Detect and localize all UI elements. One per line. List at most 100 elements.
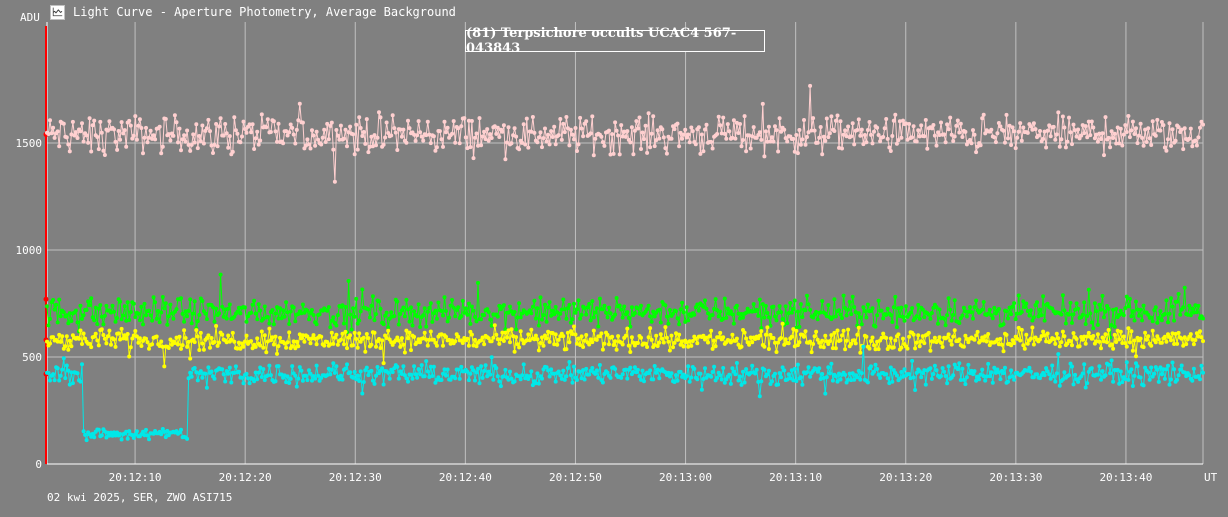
data-point	[884, 336, 889, 340]
data-point	[290, 364, 295, 369]
data-point	[899, 135, 904, 140]
data-point	[1181, 343, 1186, 348]
data-point	[465, 312, 470, 317]
data-point	[319, 142, 324, 147]
data-point	[546, 132, 551, 137]
data-point	[867, 346, 872, 351]
data-point	[875, 367, 880, 371]
data-point	[858, 133, 863, 138]
data-point	[165, 322, 170, 327]
data-point	[1179, 127, 1184, 132]
data-point	[1035, 300, 1039, 305]
data-point	[1047, 372, 1052, 377]
data-point	[407, 330, 412, 335]
data-point	[765, 139, 770, 144]
data-point	[1025, 368, 1030, 373]
data-point	[1182, 126, 1187, 131]
data-point	[95, 322, 100, 327]
data-point	[1060, 114, 1065, 119]
data-point	[351, 132, 356, 137]
data-point	[635, 341, 640, 345]
data-point	[261, 345, 266, 350]
data-point	[619, 307, 624, 312]
data-point	[795, 151, 800, 156]
data-point	[86, 140, 91, 145]
data-point	[748, 335, 753, 340]
data-point	[363, 349, 368, 354]
data-point	[61, 121, 66, 126]
data-point	[1196, 303, 1201, 308]
data-point	[901, 118, 905, 123]
data-point	[572, 301, 576, 306]
data-point	[820, 338, 825, 343]
data-point	[642, 379, 646, 384]
data-point	[678, 130, 683, 135]
data-point	[355, 345, 360, 350]
data-point	[78, 129, 83, 134]
data-point	[168, 138, 173, 143]
light-curve-app-icon[interactable]: 🗠	[50, 4, 65, 20]
data-point	[113, 433, 118, 438]
data-point	[349, 327, 354, 332]
data-point	[258, 138, 263, 143]
data-point	[444, 309, 448, 313]
data-point	[765, 311, 770, 315]
data-point	[340, 303, 345, 308]
data-point	[1141, 303, 1146, 308]
data-point	[474, 344, 479, 349]
data-point	[773, 314, 777, 319]
data-point	[200, 299, 205, 303]
data-point	[133, 114, 138, 119]
data-point	[986, 332, 991, 336]
data-point	[352, 330, 357, 335]
data-point	[978, 338, 983, 343]
data-point	[600, 140, 605, 145]
data-point	[238, 140, 243, 145]
data-point	[367, 144, 372, 149]
data-point	[884, 372, 889, 377]
data-point	[920, 334, 925, 339]
data-point	[1027, 313, 1032, 318]
data-point	[1038, 129, 1042, 133]
data-point	[1071, 312, 1076, 317]
data-point	[369, 342, 374, 347]
data-point	[313, 143, 318, 148]
data-point	[145, 340, 150, 345]
data-point	[725, 122, 730, 127]
data-point	[383, 135, 388, 140]
data-point	[1191, 310, 1196, 315]
data-point	[102, 336, 107, 341]
data-point	[392, 126, 397, 131]
data-point	[757, 394, 762, 399]
data-point	[619, 123, 624, 128]
data-point	[323, 140, 328, 144]
data-point	[483, 137, 488, 142]
data-point	[952, 328, 957, 333]
data-point	[570, 317, 575, 322]
data-point	[873, 347, 878, 352]
data-point	[1068, 339, 1073, 344]
data-point	[543, 126, 547, 131]
data-point	[635, 306, 640, 311]
data-point	[137, 336, 142, 341]
data-point	[1146, 370, 1151, 375]
data-point	[562, 130, 567, 135]
data-point	[1118, 308, 1123, 313]
data-point	[514, 335, 519, 340]
data-point	[1012, 301, 1017, 306]
data-point	[579, 312, 584, 317]
data-point	[666, 339, 671, 344]
data-point	[546, 329, 551, 334]
data-point	[346, 130, 351, 135]
data-point	[1194, 143, 1199, 148]
data-point	[63, 376, 68, 381]
data-point	[1117, 313, 1122, 318]
data-point	[141, 322, 145, 327]
data-point	[308, 371, 313, 376]
data-point	[1004, 332, 1009, 337]
data-point	[712, 338, 717, 343]
data-point	[736, 131, 741, 135]
data-point	[503, 157, 508, 162]
data-point	[564, 374, 569, 379]
data-point	[794, 379, 799, 384]
